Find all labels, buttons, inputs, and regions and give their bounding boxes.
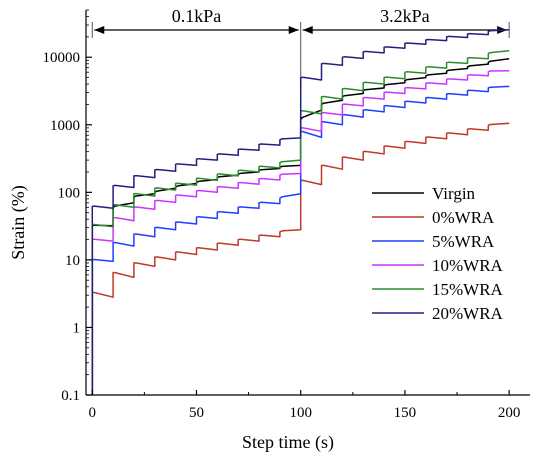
legend-label: Virgin	[432, 184, 476, 203]
legend-label: 10%WRA	[432, 256, 504, 275]
series-line-5-wra	[91, 85, 510, 395]
series-line-20-wra	[91, 29, 510, 395]
legend-label: 20%WRA	[432, 304, 504, 323]
y-tick-label: 1	[73, 320, 81, 336]
x-tick-label: 50	[189, 405, 204, 421]
legend: Virgin 0%WRA 5%WRA 10%WRA 15%WRA 20%WRA	[372, 184, 504, 323]
y-tick-label: 100	[58, 185, 81, 201]
series-layer	[91, 29, 510, 395]
legend-label: 15%WRA	[432, 280, 504, 299]
legend-label: 0%WRA	[432, 208, 495, 227]
y-tick-label: 10000	[43, 50, 81, 66]
annotation-label: 3.2kPa	[380, 6, 430, 26]
annotation-label: 0.1kPa	[172, 6, 222, 26]
legend-label: 5%WRA	[432, 232, 495, 251]
y-tick-label: 1000	[50, 118, 80, 134]
y-axis-title: Strain (%)	[8, 185, 29, 259]
y-tick-label: 0.1	[61, 388, 80, 404]
axes: 0 50 100 150 200 0.1 1 10 100 1000 10000 Step time …	[8, 9, 530, 453]
x-axis-title: Step time (s)	[242, 432, 334, 453]
series-line-0-wra	[91, 122, 510, 395]
y-tick-label: 10	[65, 253, 80, 269]
x-tick-label: 100	[289, 405, 312, 421]
x-tick-label: 0	[89, 405, 97, 421]
annotation-arrowhead-left	[302, 26, 313, 34]
annotation-arrowhead-left	[94, 26, 105, 34]
annotation-arrowhead-right	[288, 26, 299, 34]
annotations: 0.1kPa 3.2kPa	[91, 6, 510, 88]
x-tick-label: 200	[498, 405, 521, 421]
x-tick-label: 150	[394, 405, 417, 421]
series-line-15-wra	[91, 49, 510, 395]
series-line-10-wra	[91, 70, 510, 395]
